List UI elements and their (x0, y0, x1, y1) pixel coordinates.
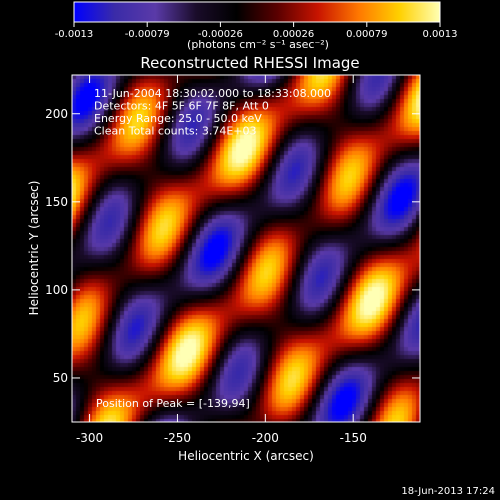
y-axis-ticks: 50 100 150 200 (45, 107, 420, 385)
plot-frame (71, 74, 421, 423)
y-tick-label: 200 (45, 107, 68, 121)
colorbar-tick-label: 0.00079 (346, 29, 387, 40)
x-axis-ticks: -300 -250 -200 -150 (76, 75, 367, 445)
colorbar-tick-label: -0.00079 (125, 29, 170, 40)
colorbar-tick-label: -0.0013 (55, 29, 94, 40)
peak-position-label: Position of Peak = [-139,94] (96, 397, 250, 410)
y-tick-label: 50 (53, 371, 68, 385)
colorbar: -0.0013 -0.00079 -0.00026 0.00026 0.00079 0.0… (55, 1, 458, 51)
footer-timestamp: 18-Jun-2013 17:24 (401, 486, 495, 497)
annotation-line: Clean Total counts: 3.74E+03 (94, 125, 257, 138)
annotations: 11-Jun-2004 18:30:02.000 to 18:33:08.000… (94, 87, 331, 138)
x-tick-label: -250 (164, 431, 191, 445)
x-tick-label: -300 (76, 431, 103, 445)
colorbar-ticks: -0.0013 -0.00079 -0.00026 0.00026 0.00079 0.0… (55, 22, 458, 40)
colorbar-gradient (73, 1, 441, 23)
annotation-line: 11-Jun-2004 18:30:02.000 to 18:33:08.000 (94, 87, 331, 100)
heatmap-image (72, 75, 420, 422)
chart-title: Reconstructed RHESSI Image (140, 54, 359, 72)
colorbar-unit-label: (photons cm⁻² s⁻¹ asec⁻²) (187, 38, 329, 51)
annotation-line: Detectors: 4F 5F 6F 7F 8F, Att 0 (94, 100, 269, 113)
y-tick-label: 150 (45, 195, 68, 209)
heatmap-plot: -300 -250 -200 -150 50 100 150 200 (45, 74, 421, 445)
colorbar-tick-label: 0.0013 (423, 29, 458, 40)
x-tick-label: -200 (252, 431, 279, 445)
annotation-line: Energy Range: 25.0 - 50.0 keV (94, 112, 262, 125)
colorbar-tick-label: 0.00026 (273, 29, 314, 40)
y-axis-label: Heliocentric Y (arcsec) (27, 181, 41, 316)
x-axis-label: Heliocentric X (arcsec) (178, 449, 314, 463)
y-tick-label: 100 (45, 283, 68, 297)
heatmap-canvas-wrapper (72, 75, 420, 422)
x-tick-label: -150 (340, 431, 367, 445)
colorbar-tick-label: -0.00026 (198, 29, 243, 40)
